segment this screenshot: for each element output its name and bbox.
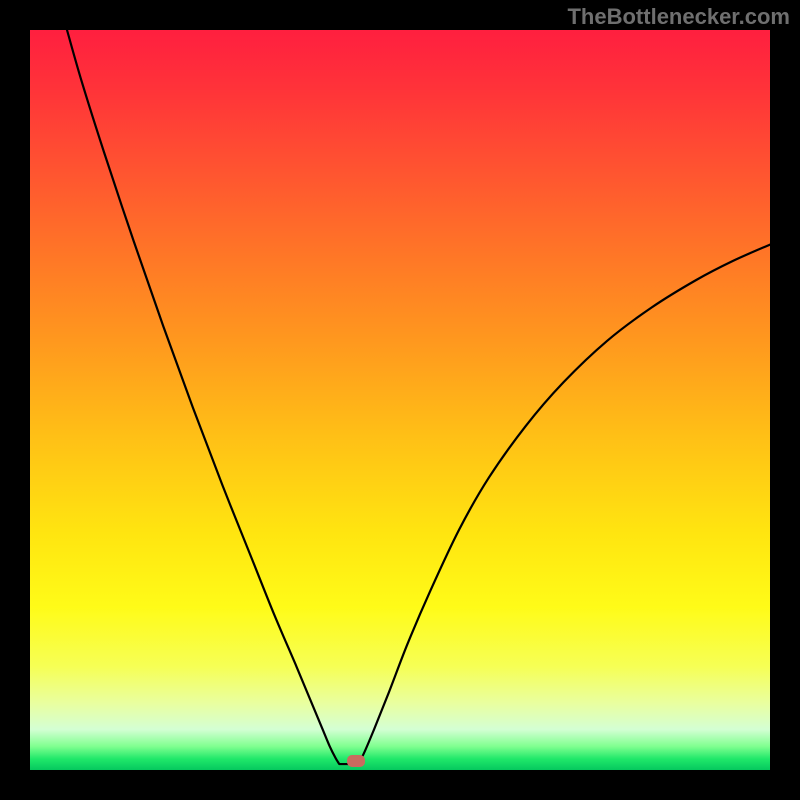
chart-container: TheBottlenecker.com [0,0,800,800]
bottleneck-curve [30,30,770,770]
optimal-point-marker [347,755,365,767]
curve-path [67,30,770,764]
watermark-text: TheBottlenecker.com [567,4,790,30]
plot-area [30,30,770,770]
